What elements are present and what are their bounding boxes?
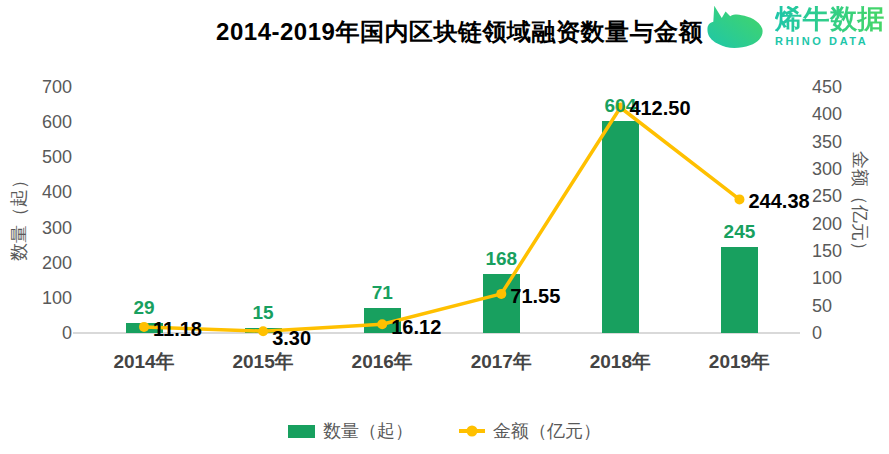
bar-value-label: 245 <box>699 221 779 243</box>
line-point-2019年 <box>734 194 744 204</box>
legend-bar-label: 数量（起） <box>323 419 413 443</box>
chart-canvas: 2014-2019年国内区块链领域融资数量与金额 烯牛数据 RHINO DATA… <box>0 0 889 454</box>
line-value-label: 412.50 <box>629 98 690 118</box>
line-point-2017年 <box>496 289 506 299</box>
line-value-label: 3.30 <box>272 328 311 348</box>
bar-value-label: 29 <box>104 297 184 319</box>
line-series-marker-icon <box>459 429 485 433</box>
line-point-2015年 <box>258 326 268 336</box>
plot-area: 0100200300400500600700050100150200250300… <box>0 0 889 454</box>
legend-item-line: 金额（亿元） <box>459 419 601 443</box>
line-value-label: 244.38 <box>748 191 809 211</box>
line-value-label: 11.18 <box>153 319 202 339</box>
bar-value-label: 71 <box>342 282 422 304</box>
x-axis-label-2015年: 2015年 <box>208 351 318 373</box>
line-value-label: 16.12 <box>391 317 441 337</box>
line-point-2016年 <box>377 319 387 329</box>
right-axis-title: 金额（亿元） <box>848 151 872 259</box>
x-axis-label-2014年: 2014年 <box>89 351 199 373</box>
line-value-label: 71.55 <box>510 286 560 306</box>
legend: 数量（起） 金额（亿元） <box>0 419 889 443</box>
bar-value-label: 168 <box>461 248 541 270</box>
legend-item-bar: 数量（起） <box>288 419 413 443</box>
x-axis-label-2019年: 2019年 <box>684 351 794 373</box>
bar-value-label: 15 <box>223 302 303 324</box>
x-axis-label-2016年: 2016年 <box>327 351 437 373</box>
legend-line-label: 金额（亿元） <box>493 419 601 443</box>
x-axis-label-2017年: 2017年 <box>446 351 556 373</box>
trend-line <box>144 108 739 332</box>
left-axis-title: 数量（起） <box>7 171 31 261</box>
bar-series-swatch-icon <box>288 425 315 438</box>
line-point-2014年 <box>139 322 149 332</box>
x-axis-label-2018年: 2018年 <box>565 351 675 373</box>
